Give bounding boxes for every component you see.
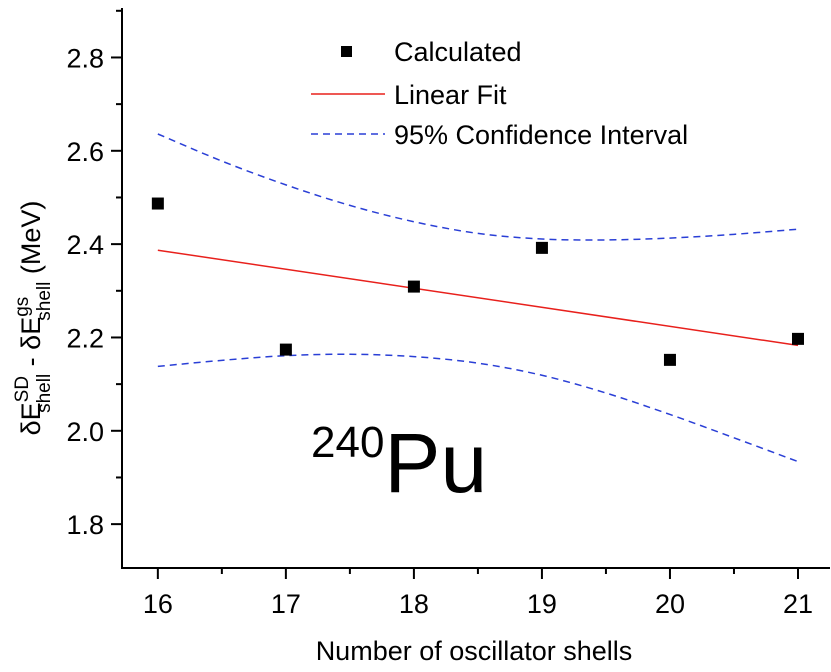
x-tick-label: 16	[143, 589, 173, 619]
legend: Calculated Linear Fit 95% Confidence Int…	[311, 37, 688, 150]
x-tick-label: 19	[527, 589, 557, 619]
y-axis-ticks: 1.8 2.0 2.2 2.4 2.6 2.8	[66, 9, 122, 540]
x-tick-label: 21	[783, 589, 813, 619]
x-axis-title: Number of oscillator shells	[316, 636, 633, 666]
x-tick-label: 17	[271, 589, 301, 619]
y-tick-label: 2.2	[66, 323, 104, 353]
calculated-points	[151, 197, 804, 366]
calculated-point	[791, 332, 804, 345]
calculated-point	[407, 280, 420, 293]
legend-label-linear-fit: Linear Fit	[394, 80, 507, 110]
confidence-interval-lower-line	[157, 353, 799, 463]
y-axis-title: δESDshell - δEgsshell (MeV)	[12, 201, 55, 436]
calculated-point	[663, 353, 676, 366]
y-tick-label: 2.8	[66, 43, 104, 73]
y-tick-label: 1.8	[66, 510, 104, 540]
svg-text:δESDshell - δEgsshell (MeV): δESDshell - δEgsshell (MeV)	[12, 201, 55, 436]
x-tick-label: 20	[655, 589, 685, 619]
calculated-point	[535, 241, 548, 254]
calculated-point	[279, 343, 292, 356]
nuclide-annotation: 240Pu	[311, 416, 487, 510]
y-tick-label: 2.6	[66, 137, 104, 167]
legend-label-confidence-interval: 95% Confidence Interval	[394, 120, 688, 150]
legend-label-calculated: Calculated	[394, 37, 522, 67]
y-tick-label: 2.4	[66, 230, 104, 260]
element-symbol: Pu	[384, 416, 487, 510]
legend-marker-calculated	[341, 46, 352, 57]
mass-number: 240	[311, 418, 384, 467]
x-tick-label: 18	[399, 589, 429, 619]
confidence-interval-upper-line	[157, 133, 799, 241]
calculated-point	[151, 197, 164, 210]
linear-fit-line	[157, 249, 799, 347]
x-axis-ticks: 16 17 18 19 20 21	[143, 568, 813, 619]
y-tick-label: 2.0	[66, 417, 104, 447]
